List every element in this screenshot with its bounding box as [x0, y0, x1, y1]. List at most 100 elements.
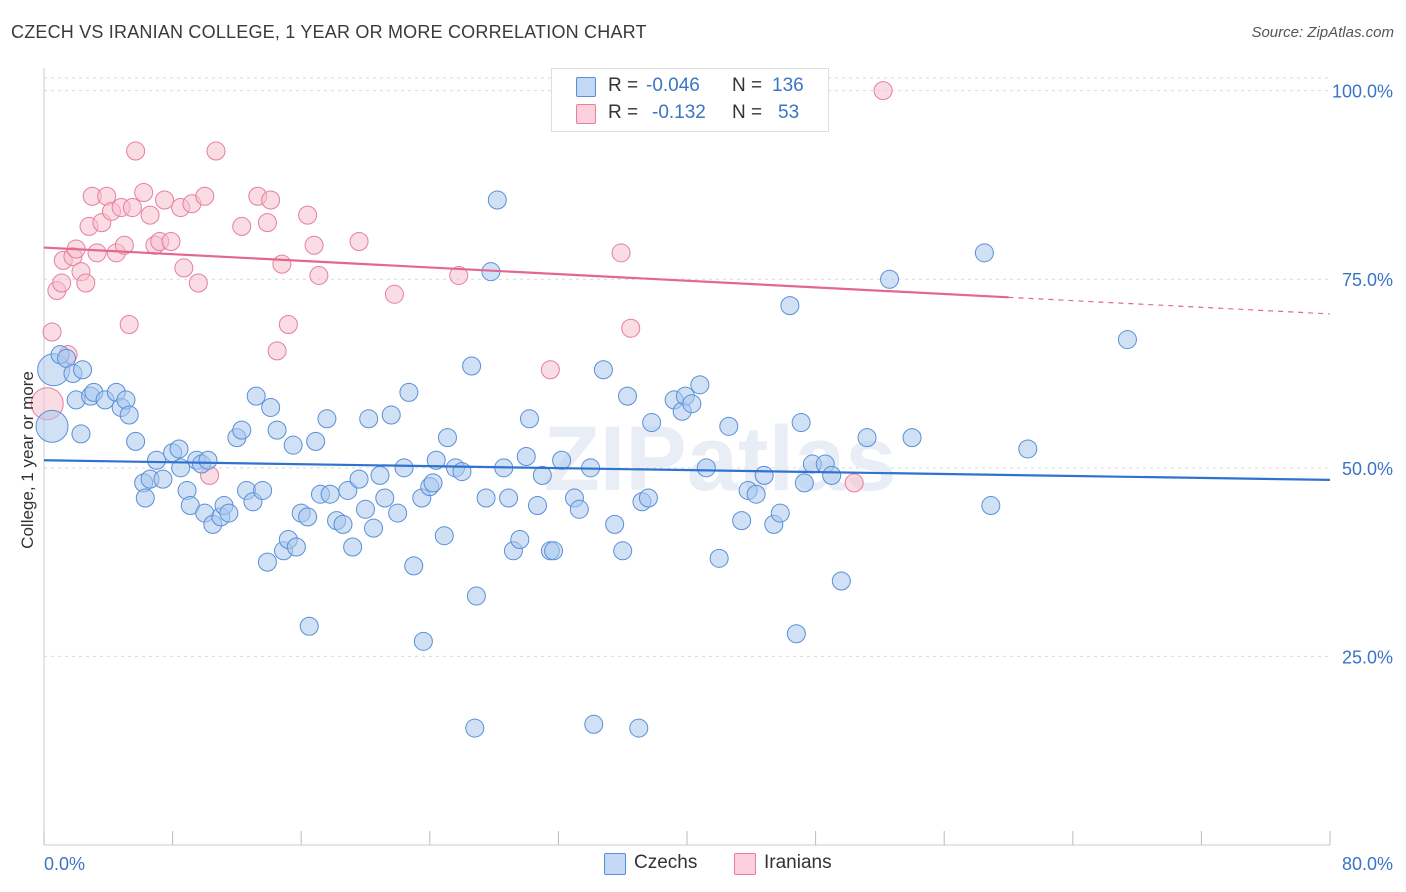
czechs-point: [902, 428, 922, 448]
iranians-point: [188, 273, 208, 293]
y-axis-label: College, 1 year or more: [18, 371, 37, 549]
iranians-point: [126, 141, 146, 161]
source-credit: Source: ZipAtlas.com: [1251, 24, 1394, 41]
czechs-point: [370, 465, 390, 485]
iranians-point: [155, 190, 175, 210]
czechs-point: [257, 552, 277, 572]
iranians-point: [621, 318, 641, 338]
grid-lines: [44, 77, 1330, 657]
chart-title: CZECH VS IRANIAN COLLEGE, 1 YEAR OR MORE…: [11, 22, 647, 42]
czechs-point: [510, 529, 530, 549]
iranians-point: [206, 141, 226, 161]
iranians-point: [87, 243, 107, 263]
y-tick-label: 75.0%: [1342, 270, 1393, 290]
czechs-point: [399, 382, 419, 402]
iranians-point: [114, 235, 134, 255]
czechs-point: [719, 416, 739, 436]
czechs-point: [516, 447, 536, 466]
iranians-point: [122, 198, 142, 218]
iranians-point: [540, 360, 560, 380]
czechs-point: [423, 473, 443, 493]
legend-r-label: R =: [608, 102, 639, 123]
czechs-point: [569, 499, 589, 519]
czechs-points: [35, 190, 1137, 738]
iranians-point: [140, 205, 160, 225]
czechs-point: [381, 405, 401, 425]
czechs-swatch: [576, 77, 596, 97]
czechs-point: [333, 514, 353, 534]
czechs-point: [682, 394, 702, 414]
czechs-point: [638, 488, 658, 508]
czechs-point: [519, 409, 539, 429]
czechs-point: [476, 488, 496, 508]
czechs-point: [754, 465, 774, 485]
czechs-point: [618, 386, 638, 406]
czechs-point: [981, 496, 1001, 516]
czechs-point: [696, 458, 716, 478]
czechs-point: [690, 375, 710, 395]
czechs-point: [153, 469, 173, 489]
legend-n-value: 53: [778, 102, 800, 123]
czechs-point: [364, 518, 384, 538]
czechs-point: [642, 413, 662, 433]
iranians-point: [257, 213, 277, 233]
czechs-point: [605, 514, 625, 534]
iranians-point: [174, 258, 194, 278]
iranians-swatch: [576, 104, 596, 124]
iranians-point: [873, 81, 893, 101]
czechs-point: [253, 480, 273, 500]
iranians-legend-label: Iranians: [764, 852, 832, 873]
czechs-point: [584, 714, 604, 734]
czechs-point: [147, 450, 167, 470]
czechs-point: [434, 526, 454, 546]
y-tick-label: 25.0%: [1342, 647, 1393, 667]
czechs-point: [1117, 330, 1137, 350]
czechs-point: [232, 420, 252, 440]
czechs-point: [746, 484, 766, 504]
iranians-point: [119, 314, 139, 334]
iranians-point: [76, 273, 96, 293]
czechs-point: [462, 356, 482, 376]
iranians-point: [449, 265, 469, 285]
iranians-point: [261, 190, 281, 210]
czechs-point: [794, 473, 814, 493]
czechs-point: [822, 465, 842, 485]
czechs-point: [770, 503, 790, 523]
czechs-point: [831, 571, 851, 591]
legend-n-value: 136: [772, 75, 804, 96]
legend-r-label: R =: [608, 75, 639, 96]
czechs-point: [499, 488, 519, 508]
czechs-point: [298, 507, 318, 527]
czechs-point: [613, 541, 633, 561]
czechs-point: [466, 586, 486, 606]
czechs-point: [119, 405, 139, 425]
czechs-point: [426, 450, 446, 470]
iranians-point: [304, 235, 324, 255]
y-tick-label: 100.0%: [1332, 82, 1393, 102]
iranians-point: [195, 186, 215, 206]
legend-n-label: N =: [732, 102, 763, 123]
czechs-point: [261, 397, 281, 417]
czechs-point: [283, 435, 303, 455]
czechs-point: [356, 499, 375, 519]
iranians-point: [52, 273, 72, 293]
iranians-point: [134, 182, 154, 202]
czechs-point: [437, 428, 457, 448]
y-tick-label: 50.0%: [1342, 459, 1393, 479]
czechs-point: [299, 616, 319, 636]
iranians-point: [272, 254, 292, 274]
iranians-trend-line: [43, 246, 1009, 299]
legend-n-label: N =: [732, 75, 763, 96]
x-tick-label-max: 80.0%: [1342, 854, 1393, 874]
iranians-point: [844, 473, 864, 493]
czechs-point: [388, 503, 408, 523]
czechs-point: [974, 243, 994, 263]
czechs-point: [169, 439, 189, 459]
czechs-trend-line: [43, 459, 1331, 481]
czechs-point: [320, 484, 340, 504]
czechs-point: [413, 631, 433, 651]
stats-legend: R = -0.046 N = 136 R = -0.132 N = 53: [551, 68, 829, 132]
czechs-legend-label: Czechs: [634, 852, 698, 873]
czechs-point: [452, 462, 472, 482]
